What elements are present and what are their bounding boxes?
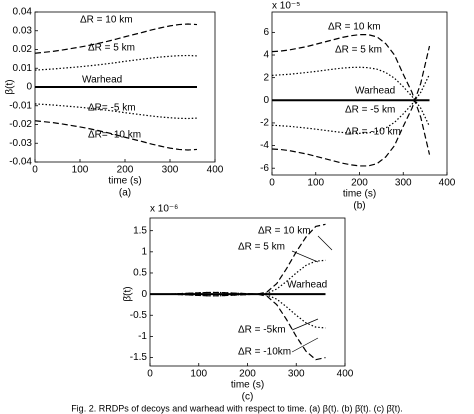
x-tick-label: 400 (207, 165, 224, 176)
panel-label: (b) (353, 201, 365, 212)
x-tick-label: 0 (32, 165, 38, 176)
series-label: ΔR = -10 km (345, 127, 401, 138)
series-line (150, 291, 326, 361)
series-line (271, 45, 431, 167)
series-line (271, 73, 431, 134)
series-label: ΔR= -10 km (88, 130, 141, 141)
series-label: ΔR = -5km (238, 325, 286, 336)
label-arrow (317, 235, 333, 251)
x-tick-label: 300 (162, 165, 179, 176)
series-line (271, 34, 431, 155)
panel-label: (a) (119, 188, 131, 199)
y-tick-label: -1.5 (130, 352, 148, 363)
x-tick-label: 200 (351, 178, 368, 189)
exponent-label: x 10⁻⁶ (150, 204, 178, 215)
label-arrow (291, 337, 319, 353)
x-axis-label: time (s) (231, 380, 264, 391)
series-line (271, 66, 431, 127)
y-tick-label: 0 (263, 95, 269, 106)
x-tick-label: 100 (307, 178, 324, 189)
series-label: Warhead (287, 280, 327, 291)
x-tick-label: 400 (337, 369, 354, 380)
x-tick-label: 200 (239, 369, 256, 380)
y-tick-label: 0.04 (13, 7, 33, 18)
y-tick-label: -4 (260, 140, 269, 151)
y-tick-label: 6 (263, 27, 269, 38)
y-tick-label: -0.5 (130, 310, 148, 321)
y-tick-label: 2 (263, 72, 269, 83)
x-tick-label: 100 (190, 369, 207, 380)
series-line (34, 120, 198, 151)
x-tick-label: 300 (288, 369, 305, 380)
y-tick-label: -0.01 (9, 100, 32, 111)
y-tick-label: -0.04 (9, 157, 32, 168)
y-tick-label: 0.02 (13, 44, 33, 55)
figure-caption: Fig. 2. RRDPs of decoys and warhead with… (71, 403, 403, 413)
series-line (34, 54, 198, 71)
y-tick-label: 0 (26, 82, 32, 93)
y-tick-label: -2 (260, 118, 269, 129)
y-tick-label: 0 (141, 289, 147, 300)
series-label: ΔR = 10 km (328, 22, 381, 33)
axes-box (149, 217, 346, 367)
series-label: Warhead (355, 86, 395, 97)
series-label: ΔR = 5 km (88, 43, 135, 54)
y-axis-label: β(t) (5, 79, 16, 94)
series-line (34, 23, 198, 54)
series-label: ΔR = 10 km (258, 226, 311, 237)
y-tick-label: 0.03 (13, 25, 33, 36)
series-line (150, 293, 326, 329)
y-tick-label: -1 (138, 331, 147, 342)
panel-label: (c) (242, 392, 254, 403)
y-tick-label: 1.5 (133, 225, 147, 236)
series-label: ΔR = 5 km (335, 45, 382, 56)
series-label: ΔR = -10km (238, 347, 291, 358)
x-tick-label: 300 (395, 178, 412, 189)
y-tick-label: -0.02 (9, 119, 32, 130)
series-label: Warhead (82, 75, 122, 86)
series-label: ΔR= -5 km (88, 103, 136, 114)
y-tick-label: 0.01 (13, 63, 33, 74)
y-axis-label: β̈(t) (123, 286, 134, 301)
x-tick-label: 0 (269, 178, 275, 189)
x-axis-label: time (s) (108, 176, 141, 187)
y-tick-label: -6 (260, 163, 269, 174)
series-label: ΔR = 5 km (238, 242, 285, 253)
x-axis-label: time (s) (343, 189, 376, 200)
x-tick-label: 100 (72, 165, 89, 176)
y-tick-label: 1 (141, 246, 147, 257)
y-tick-label: -0.03 (9, 138, 32, 149)
series-label: ΔR = 10 km (80, 15, 133, 26)
x-tick-label: 400 (439, 178, 456, 189)
series-label: ΔR = -5 km (345, 105, 395, 116)
x-tick-label: 0 (147, 369, 153, 380)
series-line (34, 103, 198, 120)
label-arrow (291, 318, 319, 331)
y-tick-label: 4 (263, 50, 269, 61)
x-tick-label: 200 (117, 165, 134, 176)
y-tick-label: 0.5 (133, 268, 147, 279)
exponent-label: x 10⁻⁵ (272, 1, 300, 12)
label-arrow (291, 250, 319, 263)
